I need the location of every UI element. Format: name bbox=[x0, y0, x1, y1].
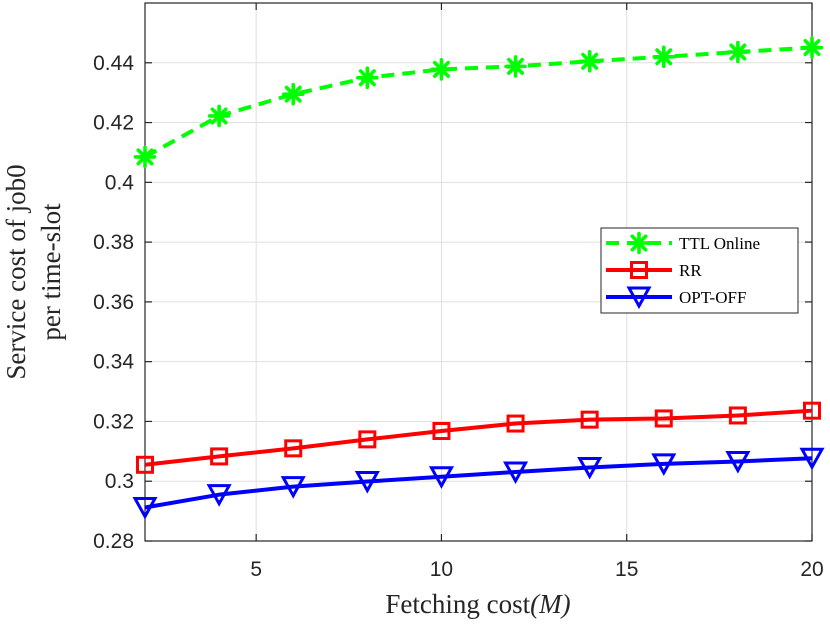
y-tick-label: 0.32 bbox=[93, 410, 134, 433]
x-axis-title-text: Fetching cost bbox=[385, 589, 530, 619]
y-tick-label: 0.3 bbox=[105, 470, 134, 493]
data-point-ttl-online bbox=[207, 104, 231, 128]
y-tick-label: 0.44 bbox=[93, 52, 134, 75]
data-point-rr bbox=[728, 406, 747, 425]
data-point-ttl-online bbox=[652, 45, 676, 69]
y-tick-label: 0.36 bbox=[93, 291, 134, 314]
y-tick-label: 0.28 bbox=[93, 530, 134, 553]
y-tick-label: 0.42 bbox=[93, 112, 134, 135]
series-line-rr bbox=[144, 408, 813, 467]
data-point-ttl-online bbox=[726, 40, 750, 64]
y-tick-label: 0.38 bbox=[93, 231, 134, 254]
data-point-rr bbox=[358, 430, 377, 449]
data-point-opt-off bbox=[280, 476, 306, 499]
legend-label-opt-off: OPT-OFF bbox=[679, 288, 746, 307]
legend-label-ttl-online: TTL Online bbox=[679, 234, 760, 253]
data-point-ttl-online bbox=[356, 66, 379, 90]
data-point-ttl-online bbox=[504, 55, 527, 78]
data-point-rr bbox=[506, 414, 525, 433]
axis-ticks: 5 10 15 20 0.28 0.3 0.32 0.34 0.36 0.38 0.4 0.42 0.4… bbox=[93, 3, 824, 581]
legend-label-rr: RR bbox=[679, 261, 702, 280]
data-point-opt-off bbox=[725, 450, 751, 474]
x-tick-label: 10 bbox=[430, 558, 453, 581]
series-line-ttl-online bbox=[144, 45, 813, 159]
data-point-opt-off bbox=[206, 484, 232, 507]
data-point-opt-off bbox=[799, 447, 825, 471]
data-series bbox=[132, 36, 825, 520]
y-axis-title-line2: per time-slot bbox=[36, 203, 66, 341]
legend: TTL Online RR OPT-OFF bbox=[600, 227, 799, 314]
x-tick-label: 20 bbox=[800, 558, 823, 581]
data-point-rr bbox=[432, 422, 451, 441]
x-axis-title-math: (M) bbox=[530, 589, 570, 619]
data-point-rr bbox=[210, 447, 229, 466]
data-point-opt-off bbox=[503, 461, 529, 485]
data-point-ttl-online bbox=[578, 49, 601, 73]
data-point-opt-off bbox=[577, 456, 603, 480]
data-point-ttl-online bbox=[281, 82, 305, 106]
plot-area-frame bbox=[144, 2, 813, 542]
data-point-rr bbox=[136, 455, 154, 474]
x-tick-label: 5 bbox=[250, 558, 262, 581]
data-point-opt-off bbox=[354, 471, 380, 494]
series-line-opt-off bbox=[144, 456, 813, 510]
data-point-ttl-online bbox=[800, 36, 824, 59]
data-point-rr bbox=[284, 439, 303, 458]
legend-marker-ttl-online bbox=[627, 231, 651, 255]
data-point-opt-off bbox=[132, 497, 158, 520]
y-tick-label: 0.34 bbox=[93, 351, 134, 374]
data-point-opt-off bbox=[428, 466, 454, 489]
y-tick-label: 0.4 bbox=[105, 171, 135, 194]
y-axis-title-line1: Service cost of job0 bbox=[1, 164, 31, 379]
legend-marker-opt-off bbox=[626, 286, 652, 310]
data-point-ttl-online bbox=[133, 145, 157, 169]
x-tick-label: 15 bbox=[615, 558, 638, 581]
data-point-rr bbox=[803, 401, 821, 420]
legend-marker-rr bbox=[630, 261, 648, 279]
data-point-rr bbox=[654, 409, 673, 428]
x-axis-title: Fetching cost(M) bbox=[385, 589, 570, 619]
data-point-opt-off bbox=[651, 453, 677, 476]
data-point-ttl-online bbox=[430, 58, 453, 81]
data-point-rr bbox=[580, 410, 599, 429]
